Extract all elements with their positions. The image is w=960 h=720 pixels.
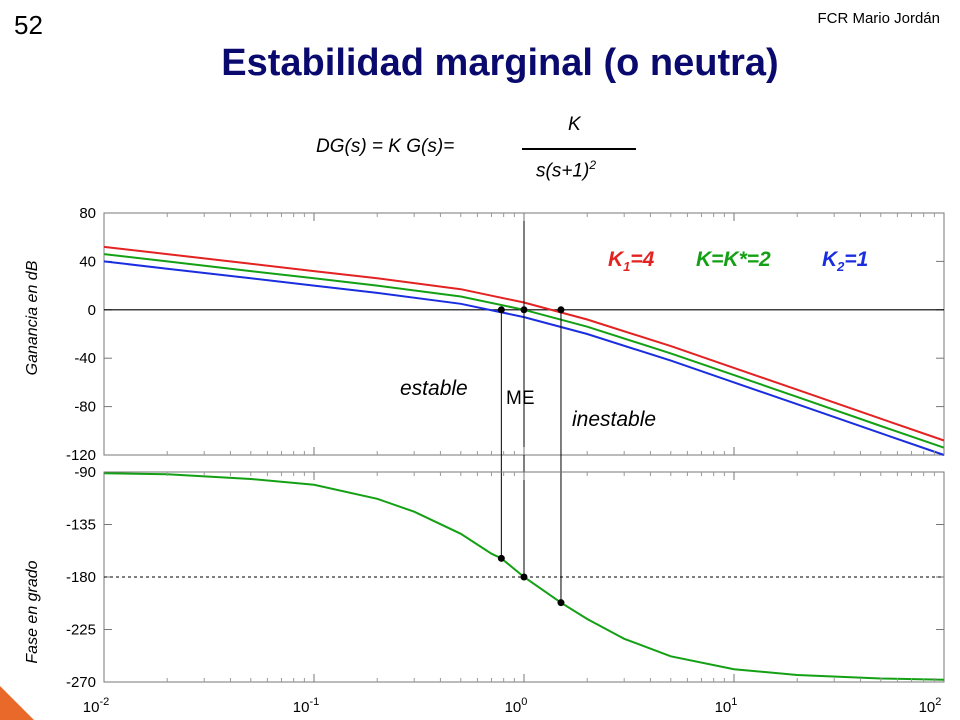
legend-k1: K1=4 xyxy=(608,248,655,274)
crossover-lines xyxy=(500,213,562,603)
annotation-unstable: inestable xyxy=(572,408,656,431)
legend-k2-tail: =1 xyxy=(844,248,868,271)
annotation-stable: estable xyxy=(400,377,468,400)
mag-tick-label: -80 xyxy=(74,399,96,416)
legend: K1=4 K=K*=2 K2=1 xyxy=(608,248,868,274)
author-label: FCR Mario Jordán xyxy=(817,10,940,27)
page-title: Estabilidad marginal (o neutra) xyxy=(221,42,779,84)
phase-tick-label: -225 xyxy=(66,622,96,639)
crossover-dot xyxy=(520,306,528,314)
phase-point xyxy=(557,599,565,607)
fraction-bar xyxy=(522,148,636,150)
formula-lhs: DG(s) = K G(s)= xyxy=(316,136,455,157)
magnitude-y-ticks: 80 40 0 -40 -80 -120 xyxy=(66,205,944,464)
legend-k1-tail: =4 xyxy=(630,248,654,271)
legend-k2: K2=1 xyxy=(822,248,868,274)
crossover-dot xyxy=(557,306,565,314)
x-tick-label: 100 xyxy=(505,696,528,716)
legend-k2-sub: 2 xyxy=(836,259,845,274)
phase-plot: -90 -135 -180 -225 -270 Fase en grado xyxy=(24,464,945,691)
slide-number: 52 xyxy=(14,10,43,40)
legend-kstar: K=K*=2 xyxy=(696,248,771,271)
magnitude-y-axis-label: Ganancia en dB xyxy=(24,260,41,375)
transfer-function: DG(s) = K G(s)= K s(s+1)2 xyxy=(0,110,960,190)
phase-tick-label: -90 xyxy=(74,464,96,481)
x-tick-label: 10-2 xyxy=(83,696,109,716)
phase-point xyxy=(520,573,528,581)
phase-tick-label: -270 xyxy=(66,674,96,691)
mag-tick-label: -120 xyxy=(66,447,96,464)
x-tick-label: 101 xyxy=(715,696,738,716)
legend-k1-sub: 1 xyxy=(623,259,630,274)
crossover-points xyxy=(497,306,565,314)
formula-denominator-base: s(s+1) xyxy=(536,160,590,182)
mag-tick-label: 80 xyxy=(79,205,96,222)
annotation-me: ME xyxy=(506,388,535,409)
formula-numerator: K xyxy=(568,114,581,135)
phase-points xyxy=(497,554,565,607)
phase-point xyxy=(497,554,505,562)
legend-k2-main: K xyxy=(822,248,839,271)
phase-tick-label: -180 xyxy=(66,569,96,586)
phase-series xyxy=(103,472,945,681)
x-tick-label: 10-1 xyxy=(293,696,319,716)
mag-tick-label: 0 xyxy=(88,302,96,319)
phase-tick-label: -135 xyxy=(66,517,96,534)
phase-line-0 xyxy=(103,472,945,681)
phase-y-axis-label: Fase en grado xyxy=(24,560,41,663)
crossover-dot xyxy=(497,306,505,314)
mag-tick-label: -40 xyxy=(74,350,96,367)
corner-accent xyxy=(0,686,34,720)
x-tick-label: 102 xyxy=(919,696,942,716)
legend-k1-main: K xyxy=(608,248,625,271)
frequency-axis-ticks: 10-2 10-1 100 101 102 xyxy=(83,213,945,716)
formula-exponent: 2 xyxy=(589,158,597,172)
formula-denominator: s(s+1)2 xyxy=(536,158,596,182)
phase-y-ticks: -90 -135 -180 -225 -270 xyxy=(66,464,944,691)
mag-tick-label: 40 xyxy=(79,253,96,270)
